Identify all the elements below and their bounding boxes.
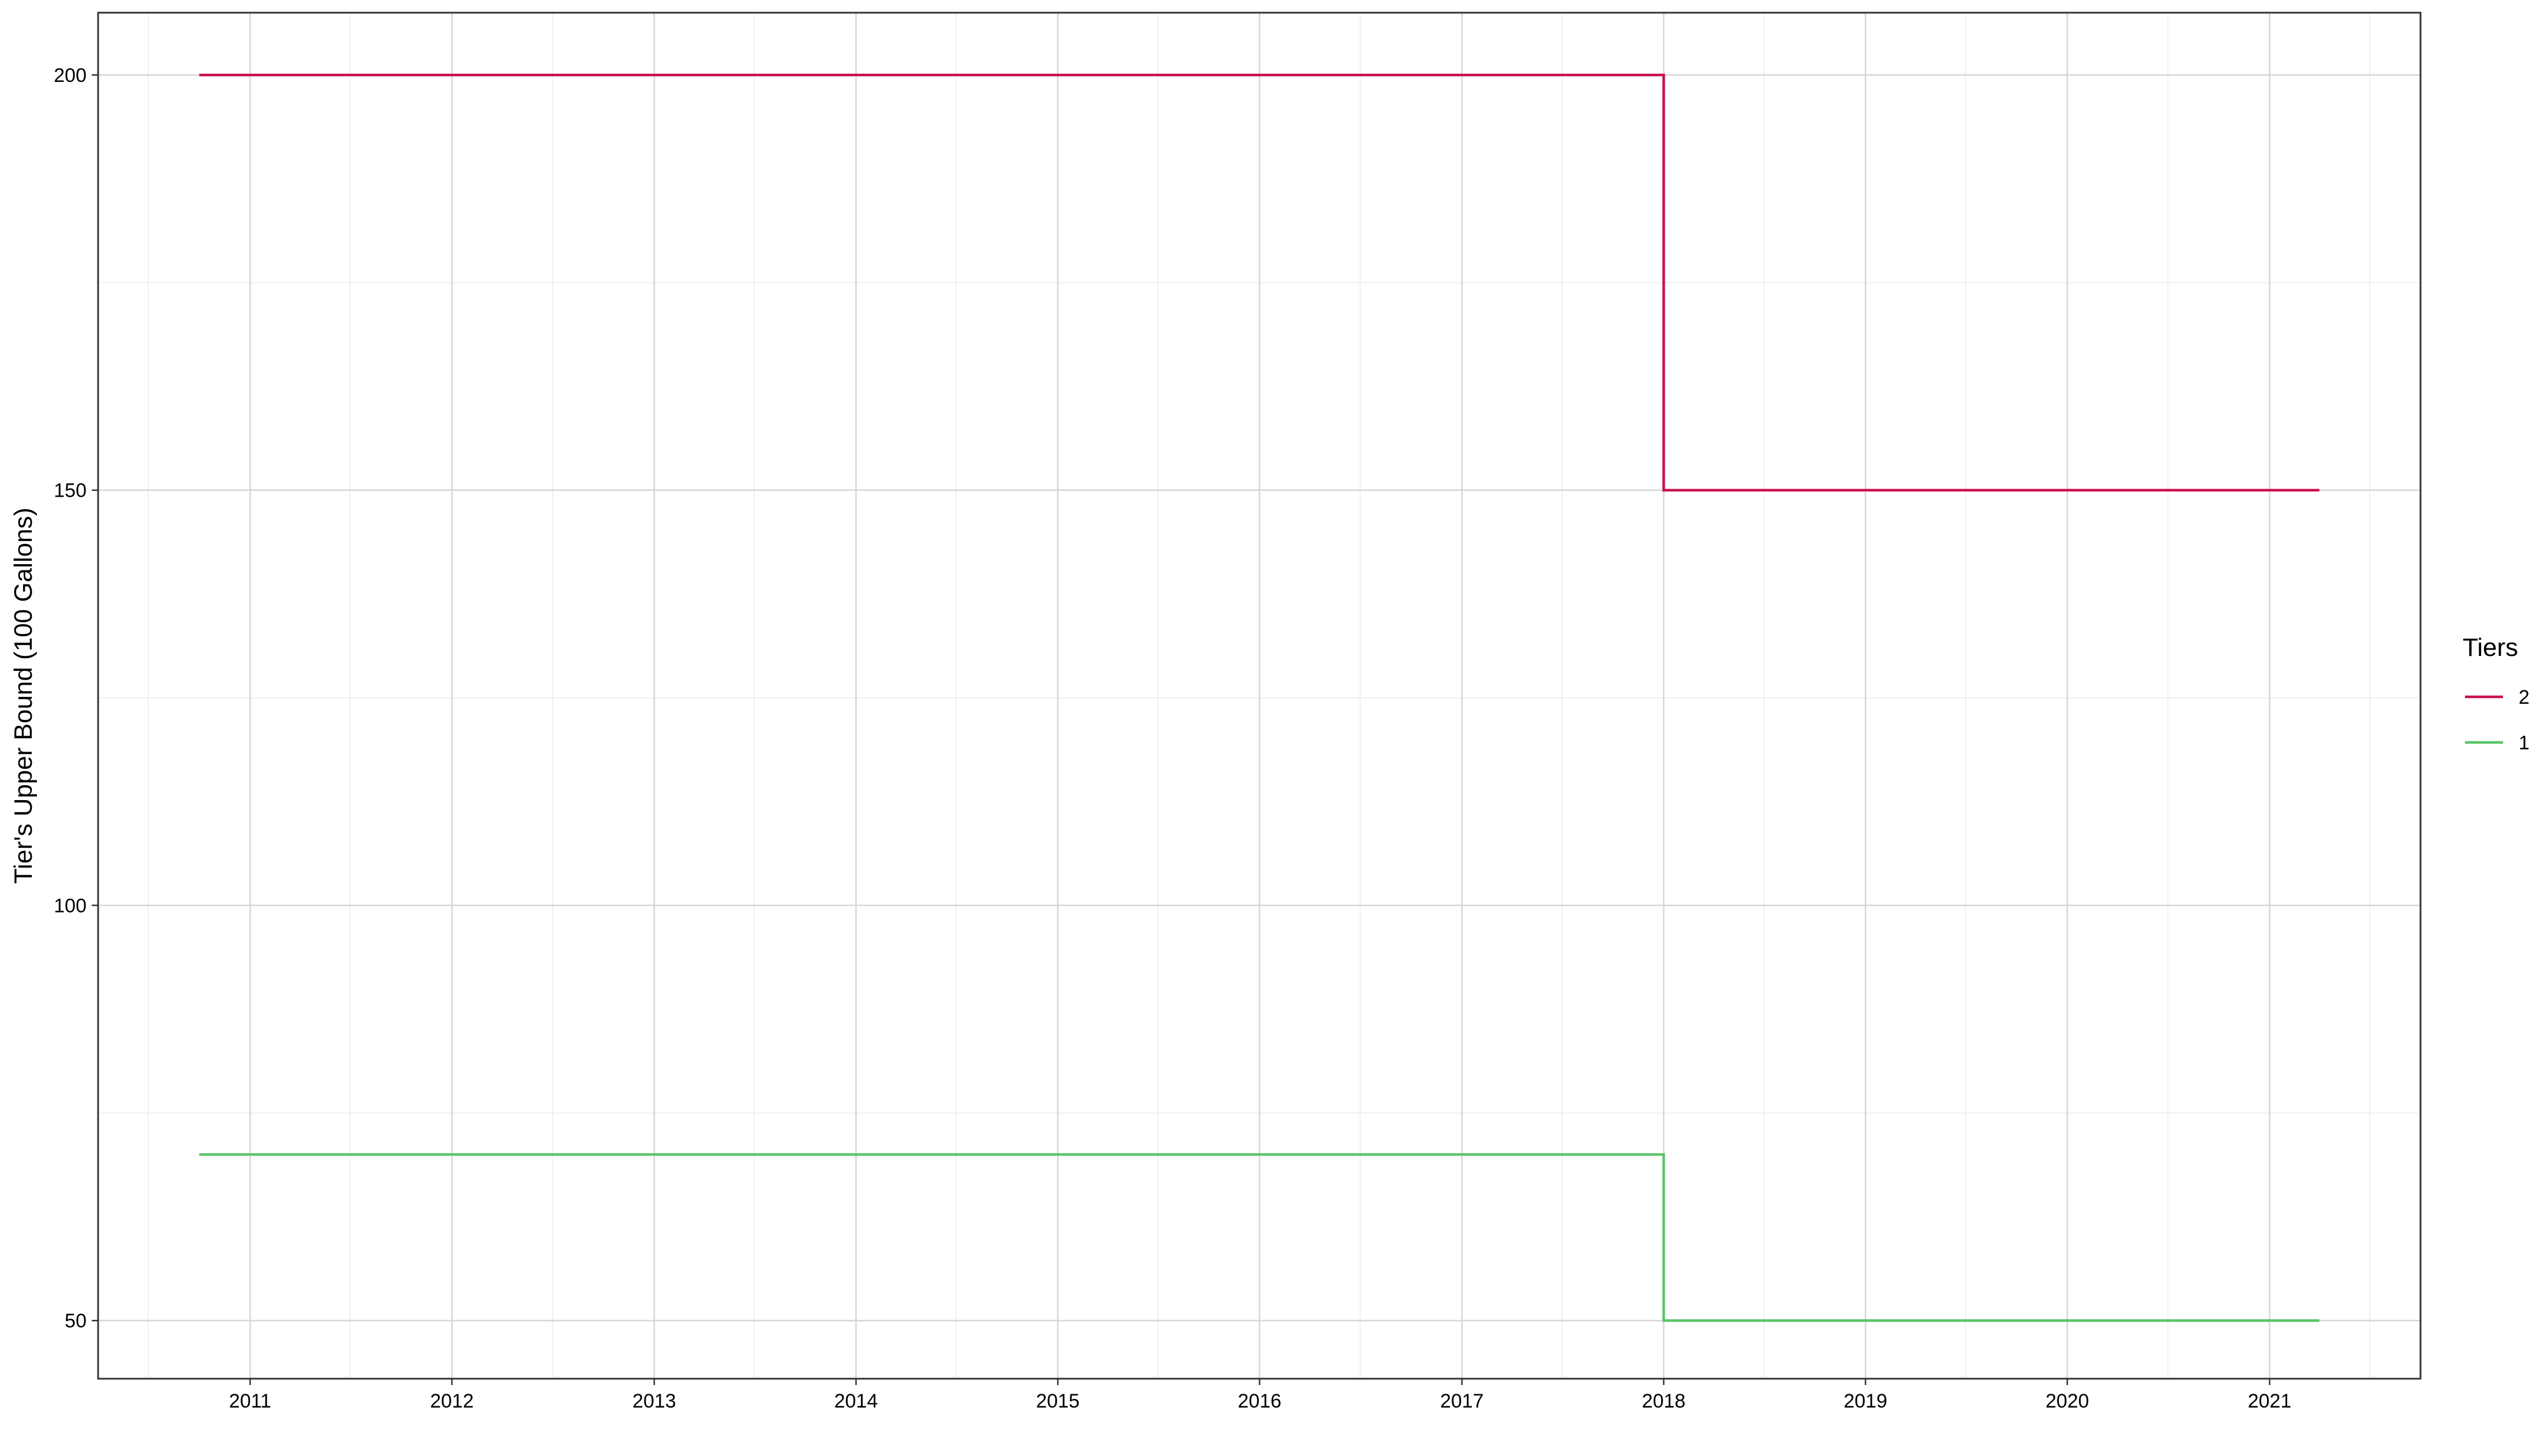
y-tick-label: 150 (54, 480, 87, 502)
x-tick-label: 2018 (1642, 1390, 1686, 1412)
x-tick-label: 2020 (2045, 1390, 2089, 1412)
x-tick-label: 2011 (229, 1390, 271, 1412)
series-line-tier-1 (199, 1153, 2320, 1322)
y-tick-label: 100 (54, 895, 87, 917)
gridlines (98, 13, 2421, 1379)
y-tick-label: 50 (65, 1310, 87, 1332)
x-tick-label: 2016 (1238, 1390, 1282, 1412)
x-tick-label: 2014 (834, 1390, 878, 1412)
x-tick-label: 2017 (1440, 1390, 1484, 1412)
x-tick-label: 2019 (1844, 1390, 1887, 1412)
x-tick-label: 2021 (2248, 1390, 2292, 1412)
legend-label-tier-1: 1 (2519, 732, 2530, 754)
x-tick-label: 2012 (430, 1390, 474, 1412)
legend-title: Tiers (2463, 633, 2518, 662)
axes: 2011 2012 2013 2014 2015 2016 2017 2018 2019 2020… (54, 65, 2291, 1412)
legend: Tiers 21 (2463, 633, 2530, 754)
series-line-tier-2 (199, 73, 2320, 491)
legend-label-tier-2: 2 (2519, 686, 2530, 708)
x-tick-label: 2013 (632, 1390, 676, 1412)
x-tick-label: 2015 (1036, 1390, 1080, 1412)
legend-items: 21 (2465, 686, 2530, 754)
series-lines (199, 73, 2320, 1322)
y-tick-label: 200 (54, 65, 87, 87)
y-axis-title: Tier's Upper Bound (100 Gallons) (9, 508, 38, 884)
